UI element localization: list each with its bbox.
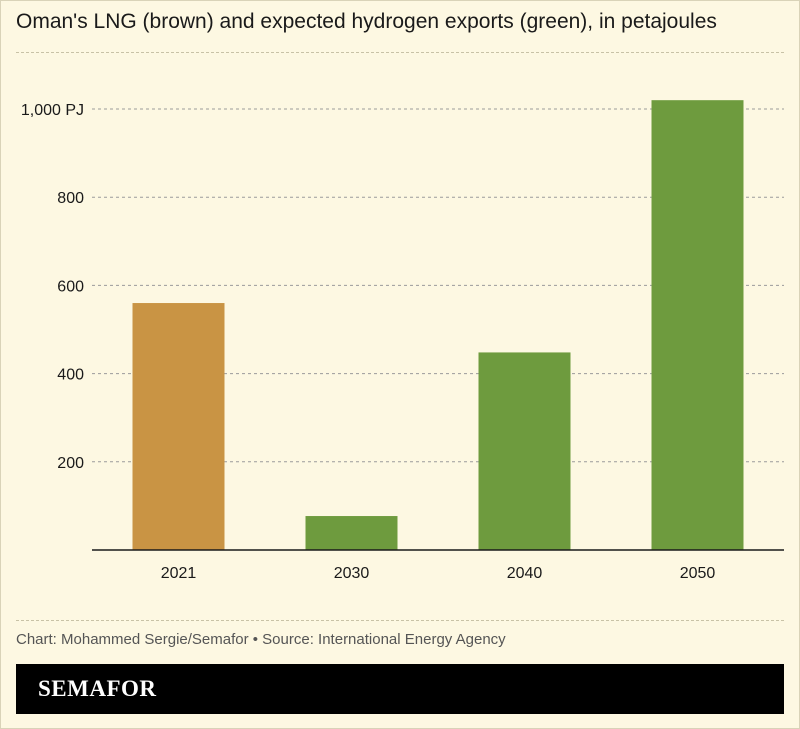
x-tick-label: 2040	[507, 565, 543, 582]
source-separator	[16, 620, 784, 621]
bar-2040	[478, 352, 571, 550]
y-tick-label: 400	[57, 367, 84, 384]
y-tick-label: 1,000 PJ	[21, 102, 84, 119]
x-tick-label: 2030	[334, 565, 370, 582]
x-tick-label: 2021	[161, 565, 197, 582]
x-tick-label: 2050	[680, 565, 716, 582]
chart-title: Oman's LNG (brown) and expected hydrogen…	[16, 10, 717, 33]
semafor-logo: SEMAFOR	[38, 676, 157, 701]
y-tick-label: 600	[57, 278, 84, 295]
bar-2050	[651, 100, 744, 551]
y-tick-label: 800	[57, 190, 84, 207]
bar-2021	[132, 303, 225, 550]
title-separator	[16, 52, 784, 53]
chart-source: Chart: Mohammed Sergie/Semafor • Source:…	[16, 631, 506, 648]
bar-2030	[305, 516, 398, 550]
y-tick-label: 200	[57, 455, 84, 472]
footer-bar: SEMAFOR	[16, 664, 784, 714]
